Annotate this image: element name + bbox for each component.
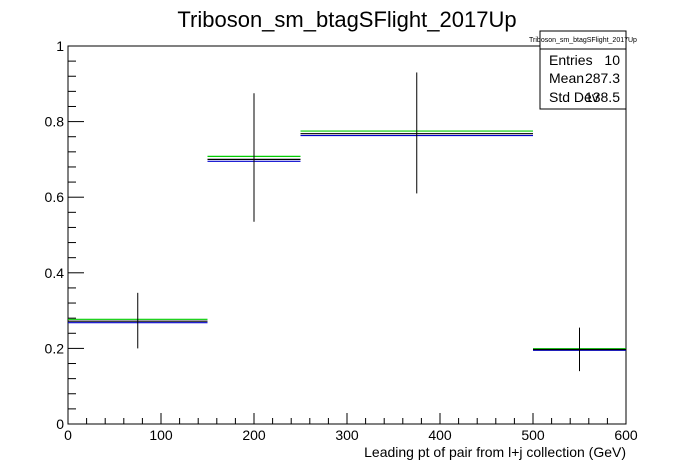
stats-entries-label: Entries — [549, 52, 593, 68]
stats-box: Triboson_sm_btagSFlight_2017Up Entries 1… — [529, 30, 637, 110]
y-tick-label-4: 0.8 — [45, 114, 65, 130]
x-axis-label: Leading pt of pair from l+j collection (… — [364, 444, 626, 460]
stats-mean-value: 287.3 — [585, 70, 620, 86]
y-tick-label-3: 0.6 — [45, 189, 65, 205]
x-tick-label-5: 500 — [521, 427, 545, 443]
chart-title: Triboson_sm_btagSFlight_2017Up — [177, 7, 516, 32]
stats-entries-value: 10 — [604, 52, 620, 68]
y-axis-ticks: 0 0.2 0.4 0.6 0.8 1 — [45, 38, 84, 432]
x-axis-ticks: 0 100 200 300 400 500 600 — [64, 413, 638, 443]
stats-box-frame — [539, 30, 627, 110]
y-tick-label-2: 0.4 — [45, 265, 65, 281]
histogram-series — [68, 72, 626, 372]
y-tick-label-5: 1 — [56, 38, 64, 54]
x-tick-label-0: 0 — [64, 427, 72, 443]
stats-stddev-value: 138.5 — [585, 89, 620, 105]
x-tick-label-1: 100 — [149, 427, 173, 443]
x-tick-label-4: 400 — [428, 427, 452, 443]
x-tick-label-3: 300 — [335, 427, 359, 443]
x-tick-label-2: 200 — [242, 427, 266, 443]
x-tick-label-6: 600 — [614, 427, 638, 443]
y-tick-label-0: 0 — [56, 416, 64, 432]
stats-mean-label: Mean — [549, 70, 584, 86]
stats-stddev-label: Std Dev — [549, 89, 599, 105]
stats-box-title: Triboson_sm_btagSFlight_2017Up — [529, 37, 637, 44]
y-tick-label-1: 0.2 — [45, 340, 65, 356]
